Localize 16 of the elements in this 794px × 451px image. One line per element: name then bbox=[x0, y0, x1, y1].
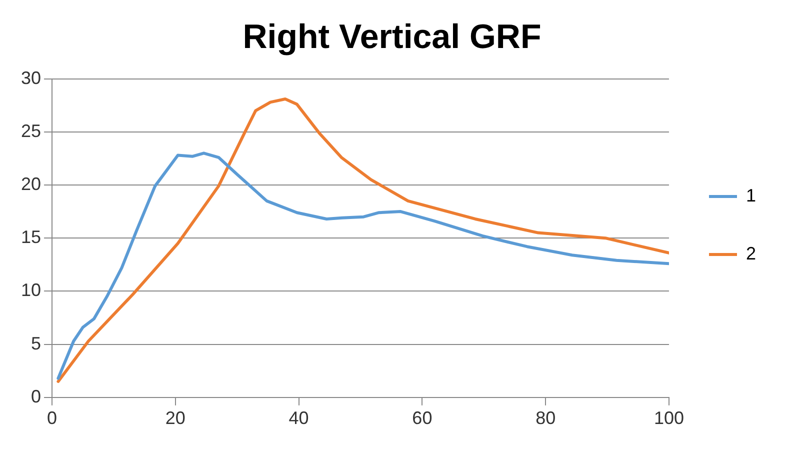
y-tick-label: 25 bbox=[20, 120, 42, 141]
legend-label: 2 bbox=[746, 243, 756, 264]
x-tick-label: 0 bbox=[47, 408, 58, 428]
y-tick-label: 30 bbox=[20, 68, 42, 88]
x-tick-label: 60 bbox=[412, 408, 432, 428]
chart-title: Right Vertical GRF bbox=[242, 18, 542, 56]
legend-label: 1 bbox=[746, 185, 756, 206]
x-tick-label: 80 bbox=[536, 408, 556, 428]
y-tick-label: 15 bbox=[20, 227, 42, 248]
x-tick-label: 100 bbox=[654, 408, 684, 428]
x-tick-label: 40 bbox=[288, 408, 309, 428]
y-tick-label: 0 bbox=[31, 386, 42, 406]
y-tick-label: 10 bbox=[20, 280, 42, 300]
y-tick-label: 20 bbox=[20, 174, 42, 194]
x-tick-label: 20 bbox=[165, 408, 186, 428]
y-tick-label: 5 bbox=[31, 333, 42, 354]
